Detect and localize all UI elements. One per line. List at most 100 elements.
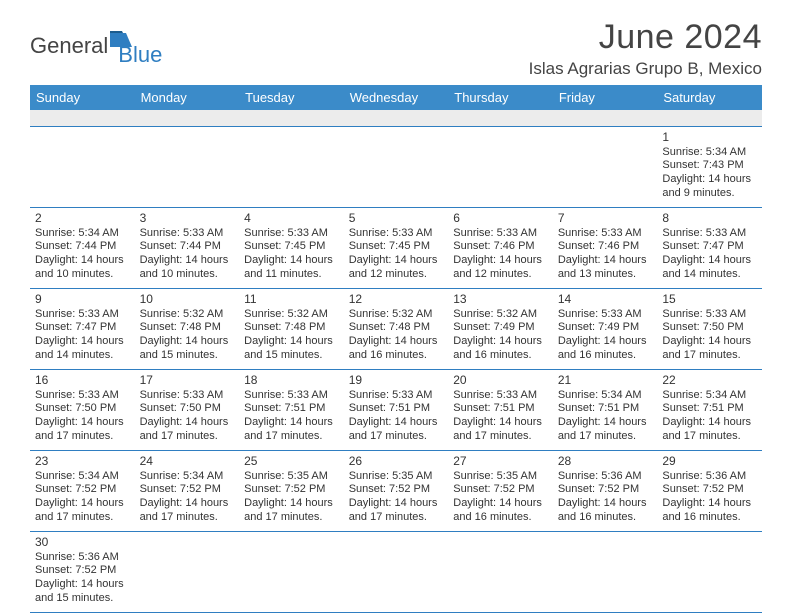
sunrise-text: Sunrise: 5:33 AM: [558, 227, 653, 241]
sunset-text: Sunset: 7:47 PM: [35, 321, 130, 335]
calendar-day-cell: 16Sunrise: 5:33 AMSunset: 7:50 PMDayligh…: [30, 369, 135, 450]
calendar-day-cell: 13Sunrise: 5:32 AMSunset: 7:49 PMDayligh…: [448, 288, 553, 369]
day-number: 5: [349, 211, 444, 226]
daylight-text: and 17 minutes.: [558, 430, 653, 444]
calendar-week-row: 9Sunrise: 5:33 AMSunset: 7:47 PMDaylight…: [30, 288, 762, 369]
daylight-text: Daylight: 14 hours: [558, 416, 653, 430]
daylight-text: and 16 minutes.: [558, 349, 653, 363]
calendar-empty-cell: [30, 126, 135, 207]
calendar-day-cell: 7Sunrise: 5:33 AMSunset: 7:46 PMDaylight…: [553, 207, 658, 288]
day-number: 27: [453, 454, 548, 469]
sunset-text: Sunset: 7:52 PM: [140, 483, 235, 497]
daylight-text: Daylight: 14 hours: [244, 416, 339, 430]
sunset-text: Sunset: 7:48 PM: [349, 321, 444, 335]
daylight-text: Daylight: 14 hours: [140, 254, 235, 268]
calendar-day-cell: 9Sunrise: 5:33 AMSunset: 7:47 PMDaylight…: [30, 288, 135, 369]
day-number: 6: [453, 211, 548, 226]
sunrise-text: Sunrise: 5:32 AM: [244, 308, 339, 322]
daylight-text: and 11 minutes.: [244, 268, 339, 282]
daylight-text: and 17 minutes.: [662, 349, 757, 363]
sunset-text: Sunset: 7:51 PM: [453, 402, 548, 416]
sunset-text: Sunset: 7:52 PM: [349, 483, 444, 497]
sunrise-text: Sunrise: 5:33 AM: [244, 389, 339, 403]
daylight-text: Daylight: 14 hours: [349, 335, 444, 349]
day-header: Sunday: [30, 85, 135, 110]
sunrise-text: Sunrise: 5:34 AM: [35, 227, 130, 241]
calendar-day-cell: 2Sunrise: 5:34 AMSunset: 7:44 PMDaylight…: [30, 207, 135, 288]
day-number: 19: [349, 373, 444, 388]
daylight-text: Daylight: 14 hours: [35, 497, 130, 511]
day-number: 20: [453, 373, 548, 388]
sunset-text: Sunset: 7:50 PM: [140, 402, 235, 416]
calendar-day-cell: 22Sunrise: 5:34 AMSunset: 7:51 PMDayligh…: [657, 369, 762, 450]
day-number: 14: [558, 292, 653, 307]
daylight-text: Daylight: 14 hours: [662, 416, 757, 430]
day-number: 22: [662, 373, 757, 388]
daylight-text: and 17 minutes.: [349, 511, 444, 525]
sunset-text: Sunset: 7:49 PM: [558, 321, 653, 335]
sunrise-text: Sunrise: 5:34 AM: [662, 146, 757, 160]
calendar-empty-cell: [553, 531, 658, 612]
sunrise-text: Sunrise: 5:33 AM: [140, 389, 235, 403]
daylight-text: and 16 minutes.: [453, 511, 548, 525]
month-title: June 2024: [529, 18, 762, 57]
daylight-text: Daylight: 14 hours: [453, 416, 548, 430]
daylight-text: and 15 minutes.: [35, 592, 130, 606]
sunset-text: Sunset: 7:44 PM: [140, 240, 235, 254]
calendar-empty-cell: [657, 531, 762, 612]
day-header: Tuesday: [239, 85, 344, 110]
sunrise-text: Sunrise: 5:33 AM: [349, 227, 444, 241]
calendar-day-cell: 15Sunrise: 5:33 AMSunset: 7:50 PMDayligh…: [657, 288, 762, 369]
daylight-text: and 13 minutes.: [558, 268, 653, 282]
day-number: 3: [140, 211, 235, 226]
daylight-text: Daylight: 14 hours: [35, 416, 130, 430]
day-header: Saturday: [657, 85, 762, 110]
day-number: 13: [453, 292, 548, 307]
sunrise-text: Sunrise: 5:33 AM: [453, 227, 548, 241]
sunrise-text: Sunrise: 5:34 AM: [662, 389, 757, 403]
day-header: Thursday: [448, 85, 553, 110]
day-number: 23: [35, 454, 130, 469]
sunrise-text: Sunrise: 5:36 AM: [558, 470, 653, 484]
sunrise-text: Sunrise: 5:33 AM: [244, 227, 339, 241]
day-header: Monday: [135, 85, 240, 110]
sunrise-text: Sunrise: 5:35 AM: [349, 470, 444, 484]
day-number: 9: [35, 292, 130, 307]
blank-spacer-row: [30, 110, 762, 126]
daylight-text: and 12 minutes.: [453, 268, 548, 282]
brand-text-general: General: [30, 33, 108, 59]
day-number: 8: [662, 211, 757, 226]
day-number: 4: [244, 211, 339, 226]
sunset-text: Sunset: 7:48 PM: [140, 321, 235, 335]
day-number: 29: [662, 454, 757, 469]
daylight-text: and 12 minutes.: [349, 268, 444, 282]
day-number: 25: [244, 454, 339, 469]
sunset-text: Sunset: 7:52 PM: [453, 483, 548, 497]
calendar-day-cell: 8Sunrise: 5:33 AMSunset: 7:47 PMDaylight…: [657, 207, 762, 288]
calendar-day-cell: 27Sunrise: 5:35 AMSunset: 7:52 PMDayligh…: [448, 450, 553, 531]
day-header-row: SundayMondayTuesdayWednesdayThursdayFrid…: [30, 85, 762, 110]
calendar-day-cell: 10Sunrise: 5:32 AMSunset: 7:48 PMDayligh…: [135, 288, 240, 369]
daylight-text: Daylight: 14 hours: [349, 254, 444, 268]
calendar-empty-cell: [344, 531, 449, 612]
sunset-text: Sunset: 7:46 PM: [558, 240, 653, 254]
day-number: 21: [558, 373, 653, 388]
daylight-text: and 15 minutes.: [244, 349, 339, 363]
sunset-text: Sunset: 7:52 PM: [558, 483, 653, 497]
day-number: 15: [662, 292, 757, 307]
calendar-empty-cell: [239, 126, 344, 207]
brand-text-blue: Blue: [118, 42, 162, 68]
sunrise-text: Sunrise: 5:36 AM: [35, 551, 130, 565]
calendar-empty-cell: [553, 126, 658, 207]
calendar-week-row: 16Sunrise: 5:33 AMSunset: 7:50 PMDayligh…: [30, 369, 762, 450]
calendar-day-cell: 11Sunrise: 5:32 AMSunset: 7:48 PMDayligh…: [239, 288, 344, 369]
daylight-text: Daylight: 14 hours: [244, 254, 339, 268]
daylight-text: and 17 minutes.: [244, 430, 339, 444]
daylight-text: and 16 minutes.: [349, 349, 444, 363]
daylight-text: and 16 minutes.: [453, 349, 548, 363]
daylight-text: and 17 minutes.: [349, 430, 444, 444]
calendar-day-cell: 25Sunrise: 5:35 AMSunset: 7:52 PMDayligh…: [239, 450, 344, 531]
calendar-day-cell: 12Sunrise: 5:32 AMSunset: 7:48 PMDayligh…: [344, 288, 449, 369]
sunset-text: Sunset: 7:47 PM: [662, 240, 757, 254]
daylight-text: Daylight: 14 hours: [244, 335, 339, 349]
